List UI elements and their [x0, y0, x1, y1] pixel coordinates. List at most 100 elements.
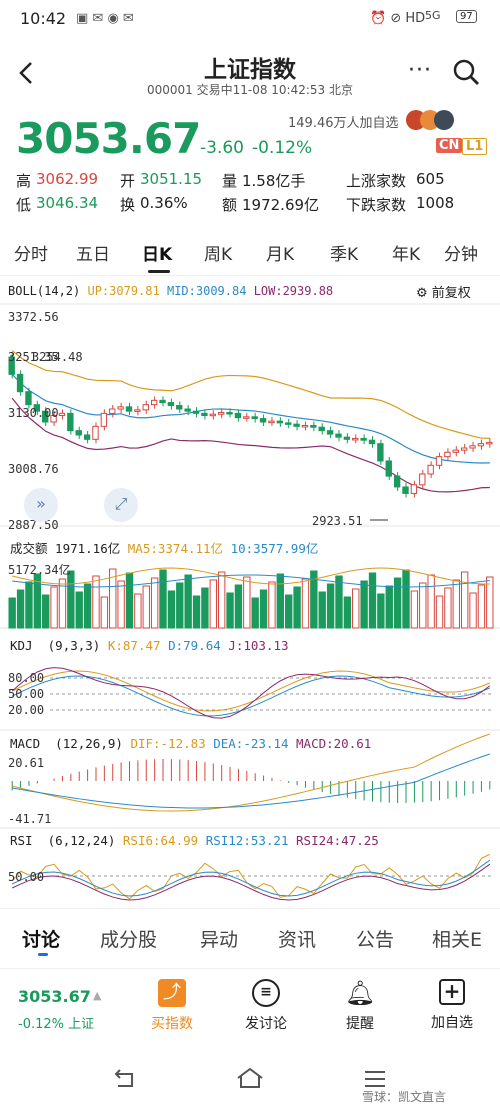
- add-watchlist-button[interactable]: + 加自选: [412, 979, 492, 1032]
- kdj-name: KDJ: [10, 638, 33, 653]
- period-tab[interactable]: 分时: [14, 245, 48, 265]
- period-tab[interactable]: 季K: [330, 245, 359, 265]
- candle-body: [477, 443, 485, 447]
- candle-body: [117, 406, 124, 410]
- home-nav-icon[interactable]: [235, 1066, 265, 1090]
- page-subtitle: 000001 交易中11-08 10:42:53 北京: [146, 83, 354, 97]
- content-tab[interactable]: 讨论: [22, 929, 61, 951]
- candle-body: [184, 408, 191, 412]
- volume-bar: [410, 590, 419, 629]
- candle-body: [460, 447, 468, 451]
- candle-body: [16, 373, 24, 393]
- candle-body: [452, 449, 459, 453]
- volume-bar: [192, 595, 201, 629]
- candle-body: [293, 423, 300, 427]
- kdj-param: (9,3,3): [47, 638, 101, 653]
- volume-bar: [310, 570, 318, 629]
- kdj-k: K:87.47: [107, 638, 161, 653]
- kdj-level-20: 20.00: [8, 703, 45, 717]
- volume-legend: 成交额 1971.16亿 MA5:3374.11亿 10:3577.99亿: [10, 538, 318, 557]
- boll-up-line: [11, 350, 490, 439]
- volume-bar: [209, 579, 217, 629]
- period-tab[interactable]: 日K: [142, 245, 173, 265]
- content-tab[interactable]: 相关E: [432, 929, 483, 951]
- volume-bar: [276, 573, 285, 629]
- volume-value: 1971.16亿: [55, 541, 121, 556]
- y-label-4: 3008.76: [8, 462, 59, 476]
- period-tab[interactable]: 年K: [392, 245, 421, 265]
- back-arrow-icon[interactable]: [16, 60, 36, 86]
- candle-body: [469, 445, 476, 449]
- rsi-24: RSI24:47.25: [296, 833, 379, 848]
- volume-bar: [469, 592, 477, 629]
- candle-body: [427, 464, 434, 475]
- candle-body: [402, 486, 409, 494]
- candle-body: [83, 434, 91, 440]
- candle-body: [8, 356, 15, 375]
- reminder-label: 提醒: [346, 1016, 374, 1032]
- volume-bar: [251, 597, 259, 629]
- search-icon[interactable]: [452, 58, 480, 86]
- candle-body: [343, 436, 351, 440]
- price-change-pct: -0.12%: [252, 138, 313, 158]
- candle-body: [142, 404, 149, 411]
- macd-dif-line: [12, 733, 490, 812]
- y-label-3: 3130.00: [8, 406, 59, 420]
- content-tab[interactable]: 成分股: [100, 929, 158, 951]
- volume-max: 5172.34亿: [8, 563, 71, 577]
- candle-body: [75, 430, 82, 436]
- stat-value: 3062.99: [36, 170, 99, 188]
- content-tab[interactable]: 公告: [356, 929, 395, 951]
- volume-bar: [8, 597, 16, 629]
- period-tab[interactable]: 月K: [266, 245, 295, 265]
- back-nav-icon[interactable]: [112, 1068, 138, 1090]
- volume-bar: [42, 594, 50, 629]
- volume-bar: [259, 589, 268, 629]
- menu-nav-icon[interactable]: [362, 1068, 388, 1090]
- kline-chart[interactable]: [0, 276, 500, 908]
- content-tab[interactable]: 异动: [200, 929, 239, 951]
- volume-bar: [25, 581, 33, 629]
- alarm-icon: ⏰ ⊘ HD: [370, 11, 426, 26]
- macd-value: MACD:20.61: [296, 736, 372, 751]
- buy-index-label: 买指数: [151, 1016, 193, 1032]
- content-tab[interactable]: 资讯: [278, 929, 317, 951]
- buy-index-button[interactable]: ⤴ 买指数: [132, 979, 212, 1033]
- follower-avatars[interactable]: [406, 108, 466, 130]
- volume-bar: [460, 571, 469, 629]
- candle-body: [150, 399, 158, 406]
- period-tab[interactable]: 周K: [204, 245, 233, 265]
- volume-bar: [50, 586, 58, 629]
- candle-body: [209, 413, 216, 417]
- expand-left-icon[interactable]: »: [24, 488, 58, 522]
- period-tab[interactable]: 分钟: [444, 245, 478, 265]
- macd-dif: DIF:-12.83: [130, 736, 206, 751]
- candle-body: [243, 416, 250, 419]
- page-header: 上证指数 000001 交易中11-08 10:42:53 北京 ···: [0, 38, 500, 106]
- macd-legend: MACD (12,26,9) DIF:-12.83 DEA:-23.14 MAC…: [10, 736, 371, 751]
- candle-body: [176, 405, 183, 410]
- candle-body: [167, 402, 175, 407]
- post-discussion-button[interactable]: ≡ 发讨论: [226, 979, 306, 1033]
- boll-name: BOLL(14,2): [8, 284, 81, 298]
- kdj-level-50: 50.00: [8, 687, 45, 701]
- restore-toggle[interactable]: ⚙ 前复权: [416, 282, 471, 301]
- stat-value: 3051.15: [140, 170, 203, 188]
- kdj-d-line: [11, 675, 490, 717]
- more-icon[interactable]: ···: [408, 58, 432, 83]
- volume-bar: [134, 593, 142, 629]
- chat-icon: ≡: [252, 979, 280, 1007]
- volume-bar: [360, 580, 368, 629]
- active-tab-indicator: [148, 270, 170, 273]
- rsi-12: RSI12:53.21: [205, 833, 289, 848]
- candle-body: [301, 424, 309, 428]
- restore-label: 前复权: [431, 286, 471, 301]
- rsi-24-line: [11, 863, 491, 901]
- reminder-button[interactable]: 🔔︎ 提醒: [320, 979, 400, 1033]
- fullscreen-icon[interactable]: ⤢: [104, 488, 138, 522]
- period-tab[interactable]: 五日: [76, 245, 110, 265]
- candle-body: [368, 439, 376, 445]
- boll-low-line: [11, 397, 490, 493]
- status-time: 10:42: [20, 9, 67, 28]
- stat-key: 高: [16, 172, 32, 190]
